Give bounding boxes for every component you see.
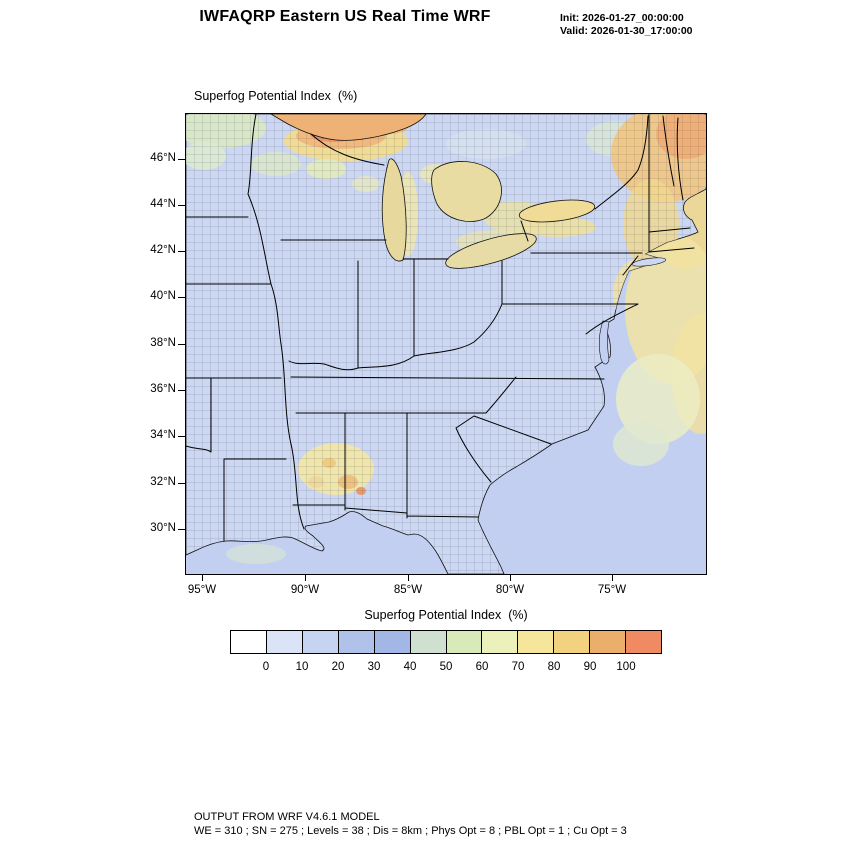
colorbar-tick-label: 100 [616, 661, 636, 673]
model-info: OUTPUT FROM WRF V4.6.1 MODEL WE = 310 ; … [194, 810, 627, 838]
colorbar-swatch [482, 631, 519, 653]
lon-tick-mark [612, 574, 613, 581]
colorbar-swatch [231, 631, 267, 653]
colorbar-swatch [302, 631, 339, 653]
lat-tick-label: 40°N [150, 290, 176, 302]
lat-tick-mark [178, 390, 185, 391]
colorbar-tick-label: 50 [439, 661, 453, 673]
lat-tick-mark [178, 529, 185, 530]
colorbar-swatch [266, 631, 303, 653]
lat-tick-mark [178, 297, 185, 298]
run-info: Init: 2026-01-27_00:00:00 Valid: 2026-01… [560, 12, 693, 38]
page-title: IWFAQRP Eastern US Real Time WRF [199, 8, 491, 25]
colorbar-swatch [554, 631, 591, 653]
lon-tick-mark [305, 574, 306, 581]
lat-tick-label: 38°N [150, 337, 176, 349]
colorbar-title: Superfog Potential Index (%) [364, 608, 528, 622]
lat-tick-mark [178, 344, 185, 345]
model-info-line2: WE = 310 ; SN = 275 ; Levels = 38 ; Dis … [194, 825, 627, 837]
lon-tick-label: 85°W [393, 584, 423, 596]
valid-time: Valid: 2026-01-30_17:00:00 [560, 25, 693, 37]
colorbar-swatch [446, 631, 483, 653]
colorbar-tick-label: 70 [511, 661, 525, 673]
lat-tick-label: 44°N [150, 198, 176, 210]
colorbar-tick-label: 60 [475, 661, 489, 673]
lat-tick-mark [178, 205, 185, 206]
colorbar-swatch [590, 631, 627, 653]
lon-tick-mark [510, 574, 511, 581]
lat-tick-label: 46°N [150, 152, 176, 164]
colorbar-tick-label: 90 [583, 661, 597, 673]
map-variable-label: Superfog Potential Index (%) [194, 89, 358, 103]
colorbar-swatch [518, 631, 555, 653]
lon-tick-label: 75°W [597, 584, 627, 596]
lat-tick-mark [178, 251, 185, 252]
colorbar-swatch [626, 631, 662, 653]
eastern-us-map [186, 114, 706, 574]
lat-tick-label: 34°N [150, 429, 176, 441]
map-plot [185, 113, 707, 575]
lon-tick-label: 90°W [290, 584, 320, 596]
colorbar-swatch [338, 631, 375, 653]
lon-tick-label: 80°W [495, 584, 525, 596]
init-time: Init: 2026-01-27_00:00:00 [560, 12, 684, 24]
lon-tick-mark [408, 574, 409, 581]
lon-tick-mark [202, 574, 203, 581]
lat-tick-label: 42°N [150, 244, 176, 256]
colorbar [230, 630, 662, 654]
lat-tick-label: 36°N [150, 383, 176, 395]
colorbar-swatch [374, 631, 411, 653]
colorbar-swatch [410, 631, 447, 653]
lat-tick-label: 32°N [150, 476, 176, 488]
lat-tick-mark [178, 159, 185, 160]
lon-tick-label: 95°W [187, 584, 217, 596]
lat-tick-label: 30°N [150, 522, 176, 534]
lat-tick-mark [178, 436, 185, 437]
colorbar-tick-label: 40 [403, 661, 417, 673]
colorbar-tick-label: 0 [262, 661, 270, 673]
colorbar-tick-label: 30 [367, 661, 381, 673]
lat-tick-mark [178, 483, 185, 484]
model-info-line1: OUTPUT FROM WRF V4.6.1 MODEL [194, 811, 380, 823]
colorbar-tick-label: 20 [331, 661, 345, 673]
colorbar-tick-label: 80 [547, 661, 561, 673]
colorbar-tick-label: 10 [295, 661, 309, 673]
